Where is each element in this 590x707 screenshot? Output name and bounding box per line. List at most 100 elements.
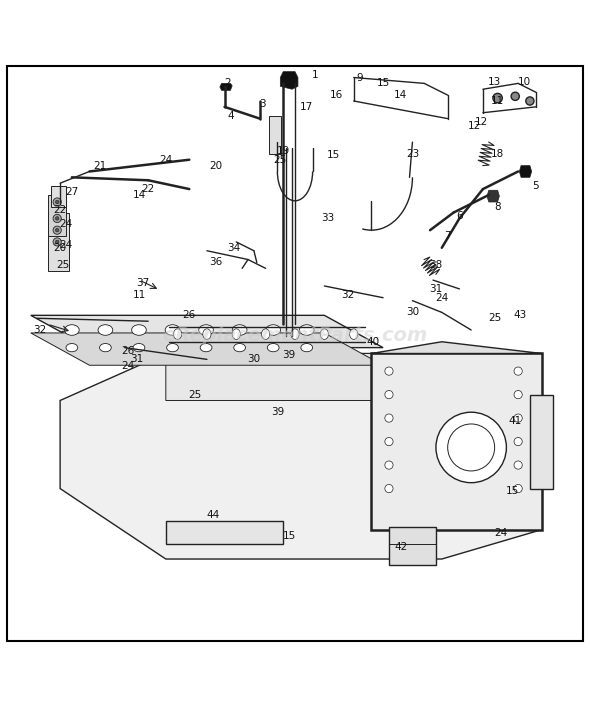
Ellipse shape [234,344,245,352]
Circle shape [53,226,61,234]
Text: 32: 32 [33,325,46,335]
Text: 24: 24 [435,293,448,303]
Bar [48,195,66,236]
Polygon shape [371,354,542,530]
Circle shape [55,228,59,232]
Circle shape [385,461,393,469]
Text: 43: 43 [513,310,526,320]
Text: 23: 23 [406,149,419,159]
Circle shape [385,414,393,422]
Ellipse shape [166,344,178,352]
Circle shape [53,198,61,206]
Text: 25: 25 [57,260,70,270]
Ellipse shape [350,329,358,339]
Circle shape [53,238,61,246]
Text: 26: 26 [183,310,196,320]
Text: 27: 27 [65,187,78,197]
Text: 34: 34 [227,243,240,253]
Text: 10: 10 [517,77,530,87]
Polygon shape [31,315,383,348]
Text: 39: 39 [271,407,284,417]
Text: 26: 26 [121,346,135,356]
Circle shape [55,216,59,220]
Polygon shape [487,190,499,202]
Circle shape [514,438,522,445]
Text: 37: 37 [136,278,149,288]
Circle shape [514,461,522,469]
Ellipse shape [291,329,299,339]
Ellipse shape [261,329,270,339]
Polygon shape [371,341,542,354]
Bar [51,186,66,206]
Text: 13: 13 [488,77,501,87]
Ellipse shape [267,344,279,352]
Ellipse shape [203,329,211,339]
Text: 11: 11 [491,96,504,106]
Text: 31: 31 [130,354,143,364]
Text: 41: 41 [509,416,522,426]
Text: 24: 24 [121,361,135,371]
Text: 24: 24 [494,527,507,537]
Circle shape [55,200,59,204]
Text: 33: 33 [321,214,334,223]
Text: 16: 16 [329,90,343,100]
Text: 1: 1 [312,69,319,80]
Ellipse shape [320,329,329,339]
Text: 24: 24 [60,240,73,250]
Text: 42: 42 [394,542,407,552]
Circle shape [436,412,506,483]
Text: 6: 6 [456,211,463,221]
Polygon shape [31,333,383,366]
Ellipse shape [133,344,145,352]
Circle shape [385,390,393,399]
Text: 31: 31 [430,284,442,294]
Text: 24: 24 [60,219,73,229]
Ellipse shape [232,329,240,339]
Text: 32: 32 [341,290,355,300]
Text: 15: 15 [376,78,390,88]
Polygon shape [220,83,232,90]
Text: 25: 25 [274,155,287,165]
Circle shape [53,214,61,223]
Text: 3: 3 [260,99,266,109]
Circle shape [55,240,59,244]
Text: 14: 14 [394,90,407,100]
Ellipse shape [66,344,78,352]
Text: 25: 25 [189,390,202,399]
Text: 9: 9 [356,73,363,83]
Ellipse shape [299,325,314,335]
Bar [530,395,553,489]
Ellipse shape [98,325,113,335]
Circle shape [385,367,393,375]
Text: 25: 25 [488,313,501,323]
Text: 15: 15 [326,150,340,160]
Ellipse shape [173,329,182,339]
Text: 21: 21 [93,160,107,170]
Ellipse shape [199,325,214,335]
Text: 20: 20 [209,160,222,170]
Ellipse shape [100,344,112,352]
Text: 30: 30 [247,354,260,364]
Ellipse shape [132,325,146,335]
Circle shape [514,367,522,375]
Text: 39: 39 [283,350,296,360]
Text: 8: 8 [494,201,501,211]
Text: 30: 30 [406,308,419,317]
Text: 24: 24 [159,155,172,165]
Text: 14: 14 [133,190,146,200]
Polygon shape [166,354,542,424]
Polygon shape [519,165,532,177]
Polygon shape [60,354,542,559]
Ellipse shape [301,344,313,352]
Text: 44: 44 [206,510,219,520]
Text: 22: 22 [142,184,155,194]
Text: 15: 15 [283,530,296,541]
Text: 38: 38 [430,260,442,270]
Ellipse shape [232,325,247,335]
Polygon shape [280,71,298,89]
Text: 7: 7 [444,231,451,241]
Text: 17: 17 [300,102,313,112]
Circle shape [385,484,393,493]
Text: 36: 36 [209,257,222,267]
Circle shape [493,93,502,103]
